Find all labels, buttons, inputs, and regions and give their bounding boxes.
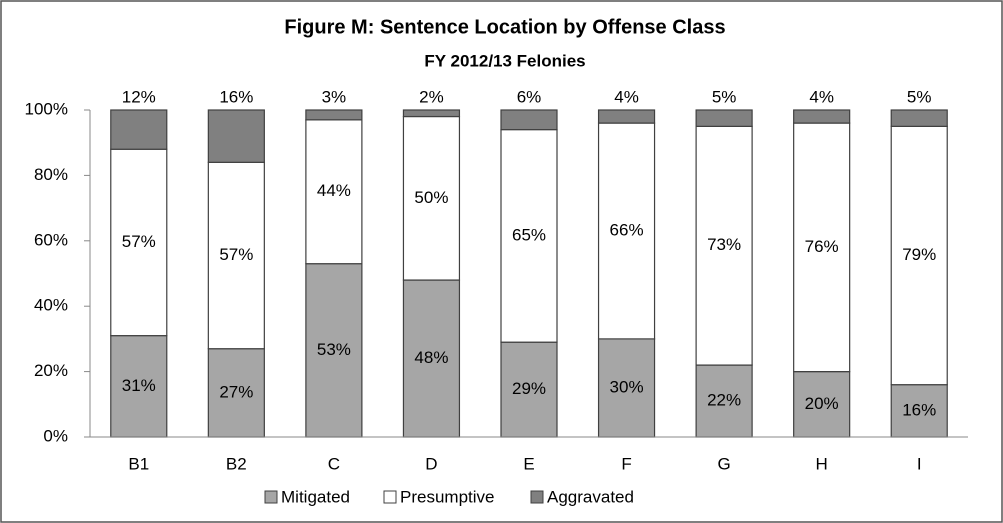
x-tick-label: I	[917, 454, 922, 473]
legend-label: Mitigated	[281, 487, 350, 506]
data-label: 4%	[809, 87, 834, 106]
data-label: 66%	[610, 220, 644, 239]
y-tick-label: 100%	[25, 99, 68, 118]
data-label: 57%	[122, 232, 156, 251]
bar-segment	[890, 384, 948, 438]
data-label: 29%	[512, 379, 546, 398]
bar-segment	[793, 371, 851, 438]
legend-label: Aggravated	[547, 487, 634, 506]
y-tick-label: 60%	[34, 230, 68, 249]
bar-segment	[110, 109, 168, 150]
x-tick-label: E	[523, 454, 534, 473]
data-label: 65%	[512, 225, 546, 244]
bar-segment	[110, 335, 168, 438]
y-tick-label: 80%	[34, 165, 68, 184]
bar-segment	[305, 263, 363, 438]
bar-segment	[695, 109, 753, 127]
data-label: 31%	[122, 376, 156, 395]
y-tick-label: 20%	[34, 361, 68, 380]
data-label: 27%	[219, 382, 253, 401]
data-label: 30%	[610, 377, 644, 396]
x-tick-label: F	[621, 454, 631, 473]
bar-segment	[207, 348, 265, 438]
x-tick-label: D	[425, 454, 437, 473]
x-tick-label: H	[816, 454, 828, 473]
bar-segment	[305, 109, 363, 121]
x-tick-label: B2	[226, 454, 247, 473]
bar-segment	[402, 109, 461, 118]
data-label: 12%	[122, 87, 156, 106]
bar-segment	[597, 338, 656, 438]
data-label: 73%	[707, 235, 741, 254]
data-label: 16%	[902, 400, 936, 419]
data-label: 5%	[712, 87, 737, 106]
bar-segment	[695, 364, 753, 438]
legend-swatch	[383, 490, 397, 504]
y-tick-label: 40%	[34, 296, 68, 315]
legend-swatch	[530, 490, 544, 504]
data-label: 20%	[805, 394, 839, 413]
x-tick-label: B1	[128, 454, 149, 473]
data-label: 4%	[614, 87, 639, 106]
bar-segment	[402, 279, 461, 438]
data-label: 2%	[419, 87, 444, 106]
data-label: 44%	[317, 181, 351, 200]
x-tick-label: C	[328, 454, 340, 473]
bar-segment	[597, 122, 656, 340]
x-tick-label: G	[717, 454, 730, 473]
data-label: 16%	[219, 87, 253, 106]
data-label: 76%	[805, 237, 839, 256]
legend-swatch	[264, 490, 278, 504]
bar-segment	[305, 119, 363, 265]
data-label: 50%	[414, 188, 448, 207]
data-label: 79%	[902, 245, 936, 264]
bar-segment	[597, 109, 656, 124]
bar-segment	[402, 115, 461, 281]
chart-subtitle: FY 2012/13 Felonies	[424, 51, 585, 70]
bar-segment	[890, 109, 948, 127]
bar-segment	[207, 109, 265, 163]
y-tick-label: 0%	[43, 426, 68, 445]
bar-segment	[793, 109, 851, 124]
bar-segment	[695, 125, 753, 366]
data-label: 57%	[219, 245, 253, 264]
data-label: 48%	[414, 348, 448, 367]
data-label: 22%	[707, 391, 741, 410]
bar-segment	[110, 148, 168, 337]
data-label: 5%	[907, 87, 932, 106]
bar-segment	[500, 341, 558, 438]
chart-title: Figure M: Sentence Location by Offense C…	[284, 16, 725, 38]
data-label: 6%	[517, 87, 542, 106]
legend-label: Presumptive	[400, 487, 494, 506]
bar-segment	[890, 125, 948, 386]
bar-segment	[500, 109, 558, 131]
bar-segment	[500, 129, 558, 343]
data-label: 3%	[322, 87, 347, 106]
data-label: 53%	[317, 340, 351, 359]
bar-segment	[207, 161, 265, 350]
bar-segment	[793, 122, 851, 373]
